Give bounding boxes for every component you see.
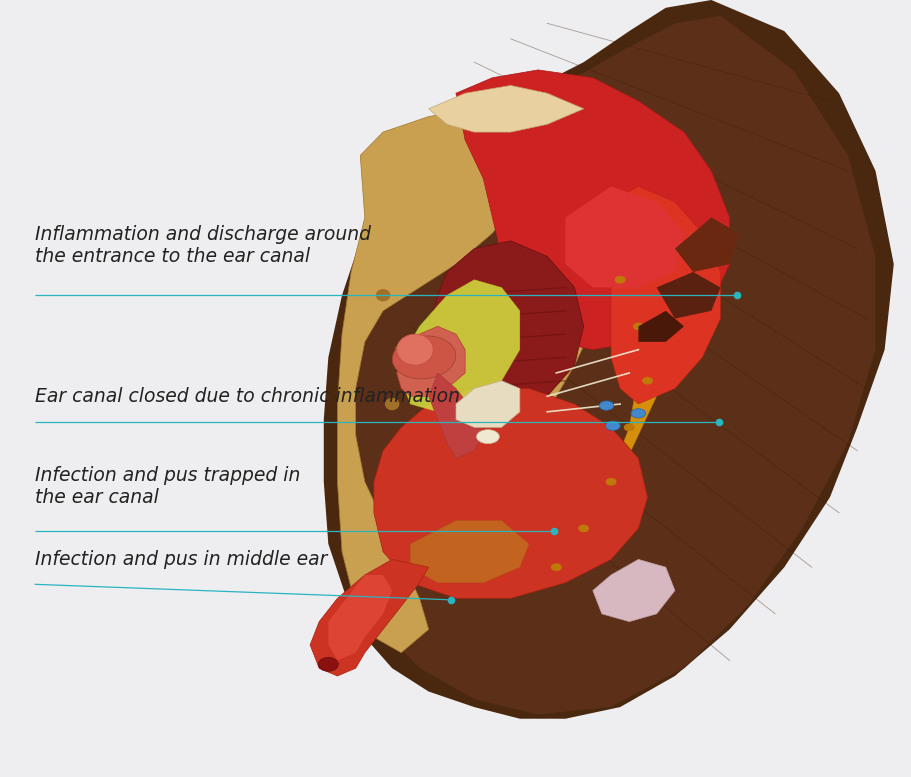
Ellipse shape — [318, 657, 338, 671]
Ellipse shape — [632, 322, 643, 330]
Ellipse shape — [540, 305, 553, 316]
Polygon shape — [565, 186, 683, 287]
Ellipse shape — [394, 344, 407, 355]
Polygon shape — [610, 186, 720, 404]
Ellipse shape — [396, 334, 433, 365]
Text: Ear canal closed due to chronic inflammation: Ear canal closed due to chronic inflamma… — [35, 387, 459, 406]
Text: Infection and pus trapped in
the ear canal: Infection and pus trapped in the ear can… — [35, 465, 300, 507]
Polygon shape — [396, 326, 465, 396]
Text: Infection and pus in middle ear: Infection and pus in middle ear — [35, 550, 327, 569]
Ellipse shape — [413, 515, 425, 526]
Ellipse shape — [394, 461, 407, 472]
Polygon shape — [456, 381, 519, 427]
Ellipse shape — [558, 359, 572, 371]
Polygon shape — [592, 559, 674, 622]
Ellipse shape — [614, 276, 625, 284]
Ellipse shape — [392, 336, 456, 379]
Polygon shape — [310, 559, 428, 676]
Polygon shape — [342, 16, 875, 715]
Ellipse shape — [568, 414, 580, 425]
Polygon shape — [323, 0, 893, 719]
Ellipse shape — [549, 469, 562, 479]
Polygon shape — [656, 272, 720, 319]
Ellipse shape — [384, 398, 399, 410]
Ellipse shape — [623, 423, 634, 431]
Ellipse shape — [578, 524, 589, 532]
Polygon shape — [510, 202, 665, 591]
Polygon shape — [410, 521, 528, 583]
Ellipse shape — [630, 409, 645, 418]
Ellipse shape — [476, 430, 499, 444]
Polygon shape — [337, 109, 528, 653]
Ellipse shape — [599, 401, 613, 410]
Polygon shape — [456, 140, 601, 443]
Polygon shape — [428, 373, 483, 458]
Polygon shape — [674, 218, 738, 272]
Polygon shape — [428, 85, 583, 132]
Polygon shape — [456, 70, 729, 350]
Ellipse shape — [550, 563, 561, 571]
Ellipse shape — [641, 377, 652, 385]
Polygon shape — [401, 280, 519, 412]
Polygon shape — [328, 575, 392, 660]
Ellipse shape — [605, 421, 619, 430]
Ellipse shape — [605, 478, 616, 486]
Ellipse shape — [375, 289, 390, 301]
Polygon shape — [638, 311, 683, 342]
Polygon shape — [374, 388, 647, 598]
Polygon shape — [428, 241, 583, 412]
Text: Inflammation and discharge around
the entrance to the ear canal: Inflammation and discharge around the en… — [35, 225, 370, 266]
